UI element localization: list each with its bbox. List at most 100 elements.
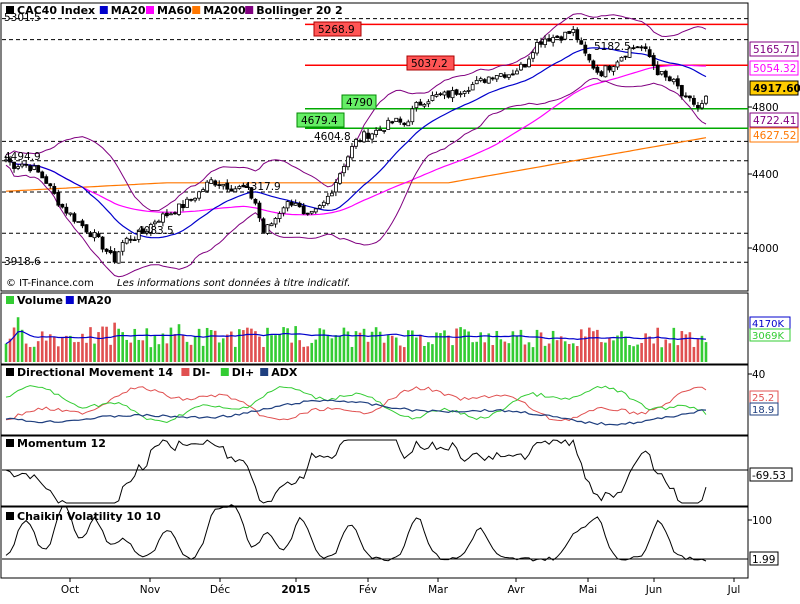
volume-bar	[451, 345, 454, 362]
di-minus-line	[5, 386, 707, 422]
volume-bar	[213, 330, 217, 362]
candle-body	[663, 70, 668, 78]
volume-bar	[575, 346, 579, 362]
volume-bar	[567, 343, 571, 362]
candle-body	[140, 228, 145, 233]
volume-bar	[77, 341, 80, 362]
dmi-axis-tag-label: 25.2	[752, 393, 774, 404]
volume-bar	[628, 344, 631, 362]
volume-bar	[266, 327, 269, 362]
candle-body	[450, 90, 455, 99]
x-tick-label: Mar	[428, 584, 448, 596]
candle-body	[28, 165, 33, 172]
volume-bar	[394, 337, 398, 362]
volume-bar	[696, 338, 700, 362]
candle-body	[120, 242, 125, 252]
volume-bar	[547, 343, 551, 362]
volume-bar	[571, 343, 575, 362]
volume-bar	[149, 347, 153, 362]
candle-body	[189, 198, 193, 201]
volume-bar	[608, 337, 611, 362]
volume-bar	[378, 331, 382, 362]
candle-body	[482, 79, 487, 83]
volume-bar	[366, 341, 370, 362]
volume-bar	[539, 332, 543, 362]
candle-body	[667, 76, 672, 82]
volume-bar	[648, 336, 651, 362]
volume-bar	[225, 334, 229, 362]
candle-body	[321, 201, 326, 207]
volume-bar	[169, 327, 173, 362]
candle-body	[498, 73, 503, 77]
volume-bar	[374, 327, 378, 362]
candle-body	[506, 74, 511, 78]
candle-body	[579, 40, 584, 45]
ma200-line	[5, 137, 707, 192]
candle-body	[374, 129, 379, 136]
volume-bar	[8, 338, 12, 362]
volume-bar	[137, 339, 141, 362]
candle-body	[152, 221, 157, 225]
price-legend-label: CAC40 Index	[17, 4, 95, 17]
volume-bar	[467, 331, 470, 362]
dmi-tick-label: 40	[752, 369, 765, 381]
candle-body	[418, 101, 423, 106]
volume-bar	[616, 335, 619, 362]
volume-bar	[81, 333, 84, 362]
candle-body	[406, 121, 411, 127]
volume-bar	[282, 327, 285, 362]
volume-bar	[73, 342, 76, 362]
candle-body	[591, 60, 596, 69]
candle-body	[52, 186, 57, 194]
candle-body	[44, 176, 49, 184]
level-label-box	[406, 55, 455, 71]
candle-body	[531, 52, 535, 59]
volume-bar	[254, 331, 257, 362]
candle-body	[128, 238, 133, 241]
x-tick-label: Nov	[140, 584, 161, 596]
volume-bar	[406, 330, 410, 362]
volume-bar	[382, 342, 386, 362]
price-axis-tag-label: 4917.60	[753, 83, 800, 95]
candle-body	[631, 47, 636, 50]
price-axis-tag-label: 5054.32	[753, 63, 796, 75]
candle-body	[539, 41, 543, 45]
volume-bar	[334, 335, 338, 362]
volume-bar	[165, 343, 169, 362]
level-label: 5268.9	[318, 24, 355, 36]
volume-bar	[463, 329, 466, 362]
volume-bar	[242, 330, 245, 362]
volume-bar	[157, 344, 161, 362]
candle-body	[100, 236, 105, 250]
candle-body	[470, 84, 475, 91]
candle-body	[643, 46, 648, 49]
candle-body	[48, 183, 53, 187]
volume-bar	[290, 342, 293, 362]
volume-bar	[318, 328, 322, 362]
source-credit: © IT-Finance.com	[6, 278, 94, 289]
candle-body	[289, 201, 294, 206]
candle-body	[402, 122, 407, 126]
volume-bar	[459, 327, 462, 362]
price-axis-tag	[749, 112, 799, 128]
candle-body	[4, 159, 8, 162]
candle-body	[696, 104, 700, 109]
price-tick-label: 4400	[752, 169, 779, 181]
candle-body	[394, 117, 399, 122]
volume-bar	[270, 335, 273, 362]
volume-bar	[543, 345, 547, 362]
candle-body	[112, 251, 117, 263]
volume-bar	[238, 329, 241, 362]
volume-bar	[507, 343, 511, 362]
volume-bar	[676, 345, 680, 362]
volume-panel-frame	[0, 292, 749, 365]
volume-bar	[523, 344, 527, 362]
level-label: 5182.5	[594, 41, 631, 53]
dmi-axis-tag	[749, 402, 779, 416]
adx-line	[5, 399, 707, 426]
volume-bar	[354, 331, 358, 362]
candle-body	[700, 103, 704, 109]
volume-bar	[294, 326, 297, 362]
volume-bar	[330, 338, 334, 362]
